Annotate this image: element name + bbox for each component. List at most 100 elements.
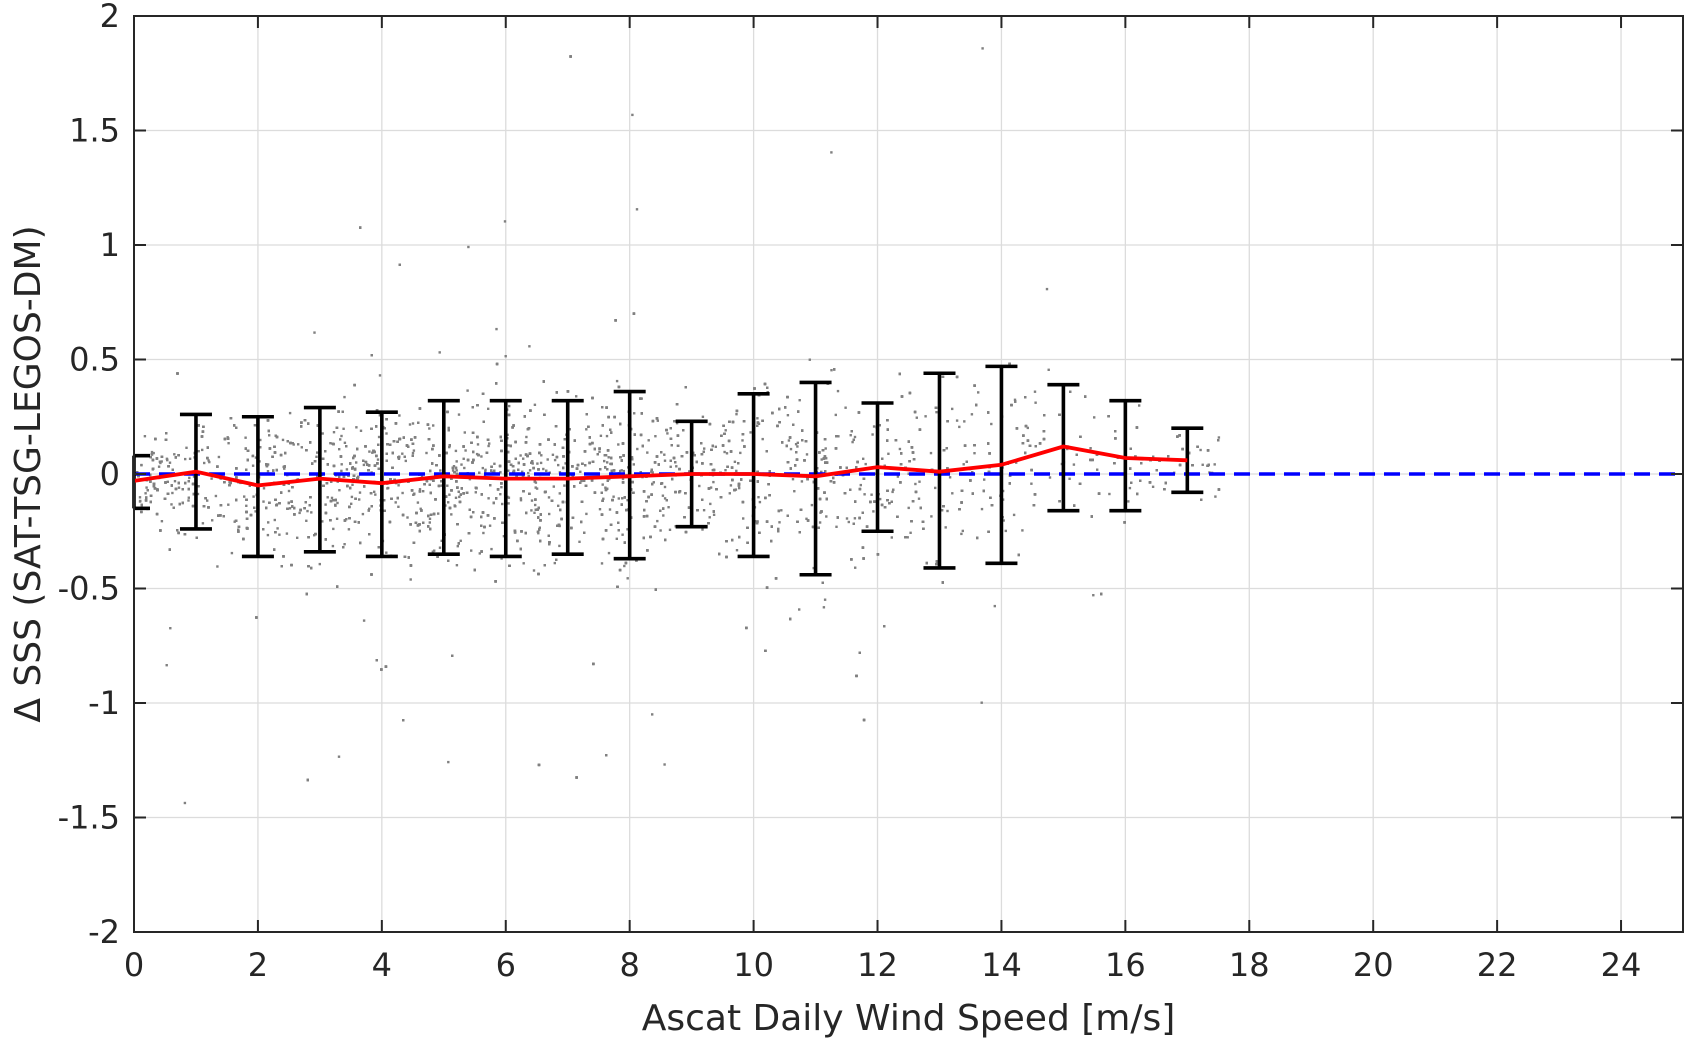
scatter-point: [833, 368, 836, 371]
scatter-point: [307, 565, 310, 568]
scatter-point: [612, 495, 615, 498]
scatter-point: [917, 497, 921, 500]
scatter-point: [401, 491, 404, 495]
scatter-point: [524, 453, 528, 456]
scatter-point: [702, 509, 706, 512]
scatter-point: [440, 539, 443, 542]
scatter-point: [743, 445, 746, 448]
scatter-point: [709, 486, 713, 489]
scatter-point: [701, 462, 704, 465]
scatter-point: [223, 481, 226, 484]
scatter-point: [785, 444, 788, 448]
scatter-point: [650, 468, 653, 471]
scatter-point: [402, 436, 405, 439]
scatter-point: [803, 459, 806, 462]
scatter-point: [464, 449, 467, 452]
scatter-point: [418, 488, 422, 491]
scatter-point: [847, 520, 850, 524]
scatter-point: [451, 466, 454, 470]
scatter-point: [864, 462, 867, 466]
scatter-point: [746, 526, 749, 529]
scatter-point: [703, 447, 706, 450]
scatter-point: [318, 562, 321, 566]
scatter-point: [283, 465, 286, 468]
scatter-point: [339, 438, 342, 441]
scatter-point: [661, 494, 665, 497]
scatter-point: [580, 500, 584, 503]
scatter-point: [676, 434, 680, 437]
scatter-point: [280, 491, 283, 494]
scatter-point: [345, 518, 348, 521]
scatter-point: [468, 478, 472, 481]
scatter-point: [601, 424, 604, 427]
scatter-point: [401, 452, 404, 455]
scatter-point: [560, 517, 563, 521]
scatter-point: [507, 513, 511, 517]
scatter-point: [313, 331, 316, 334]
scatter-point: [475, 452, 479, 456]
scatter-point: [538, 528, 541, 531]
scatter-point: [334, 498, 337, 502]
scatter-point: [345, 468, 349, 471]
scatter-point: [201, 522, 205, 525]
scatter-point: [934, 486, 937, 490]
scatter-point: [601, 499, 604, 502]
scatter-point: [1164, 481, 1167, 485]
scatter-point: [695, 460, 698, 464]
scatter-point: [963, 444, 967, 447]
scatter-point: [557, 523, 561, 526]
scatter-point: [351, 483, 354, 486]
scatter-point: [336, 501, 339, 505]
scatter-point: [382, 499, 386, 502]
scatter-point: [906, 536, 909, 539]
scatter-point: [397, 484, 400, 487]
scatter-point: [812, 566, 815, 570]
scatter-point: [1152, 455, 1155, 458]
scatter-point: [958, 425, 961, 429]
scatter-point: [824, 461, 827, 464]
scatter-point: [830, 369, 833, 372]
scatter-point: [196, 492, 200, 496]
scatter-point: [1136, 492, 1139, 496]
scatter-point: [466, 389, 469, 392]
scatter-point: [844, 406, 847, 409]
scatter-point: [835, 435, 838, 438]
scatter-point: [330, 496, 334, 500]
scatter-point: [606, 461, 609, 464]
scatter-point: [836, 389, 840, 393]
scatter-point: [406, 516, 409, 519]
scatter-point: [530, 499, 534, 502]
scatter-point: [409, 578, 412, 581]
scatter-point: [735, 409, 739, 413]
scatter-point: [795, 451, 798, 454]
scatter-point: [144, 499, 148, 502]
scatter-point: [781, 441, 784, 444]
scatter-point: [358, 491, 362, 494]
scatter-point: [700, 453, 704, 456]
scatter-point: [288, 411, 292, 415]
scatter-point: [554, 425, 558, 428]
scatter-point: [862, 718, 866, 722]
scatter-point: [507, 496, 511, 499]
scatter-point: [396, 496, 399, 500]
scatter-point: [355, 461, 358, 464]
scatter-point: [164, 481, 167, 484]
scatter-point: [292, 443, 295, 446]
scatter-point: [526, 454, 529, 458]
scatter-point: [780, 509, 783, 512]
scatter-point: [458, 495, 461, 499]
scatter-point: [201, 448, 204, 452]
scatter-point: [585, 428, 588, 431]
scatter-point: [623, 564, 626, 568]
scatter-point: [173, 453, 176, 456]
scatter-point: [197, 450, 200, 453]
scatter-point: [863, 493, 866, 496]
scatter-point: [391, 451, 394, 455]
scatter-point: [758, 500, 762, 504]
scatter-point: [619, 469, 622, 473]
scatter-point: [534, 486, 537, 489]
scatter-point: [749, 479, 752, 482]
scatter-point: [359, 429, 363, 432]
scatter-point: [1129, 467, 1132, 470]
